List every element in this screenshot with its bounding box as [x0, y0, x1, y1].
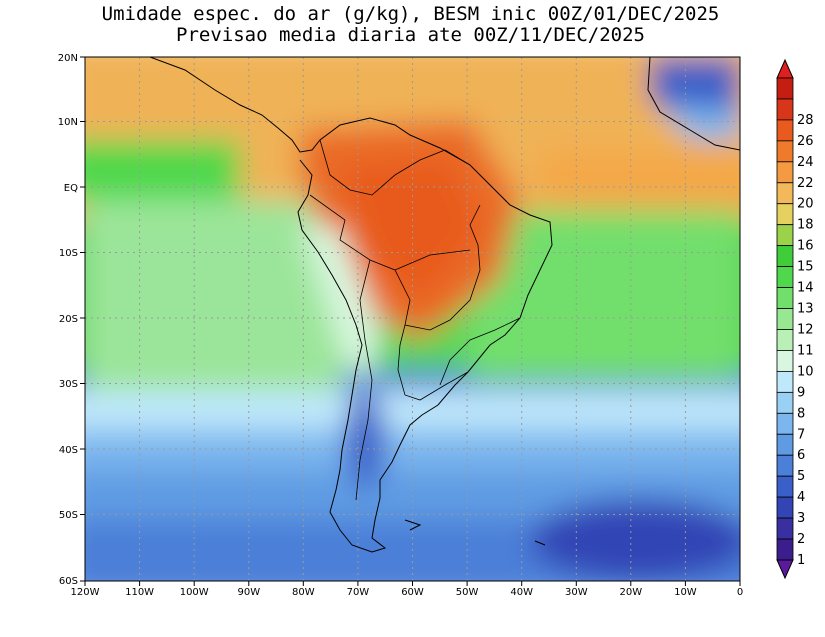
colorbar-swatch: [776, 287, 794, 309]
colorbar-swatch: [776, 433, 794, 456]
colorbar-label: 15: [797, 260, 814, 275]
colorbar-label: 28: [797, 113, 814, 128]
colorbar-label: 2: [797, 532, 805, 547]
colorbar-swatch: [776, 203, 794, 226]
colorbar-label: 10: [797, 364, 814, 379]
lat-label: 10S: [59, 248, 78, 259]
lon-label: 90W: [237, 587, 260, 598]
lon-label: 10W: [674, 587, 697, 598]
colorbar-label: 6: [797, 448, 805, 463]
colorbar-label: 20: [797, 197, 814, 212]
colorbar-swatch: [776, 98, 794, 121]
colorbar-swatch: [776, 454, 794, 477]
colorbar-label: 16: [797, 239, 814, 254]
lat-label: EQ: [64, 183, 78, 194]
lon-label: 120W: [71, 587, 100, 598]
longitude-labels: 120W 110W 100W 90W 80W 70W 60W 50W 40W 3…: [71, 587, 744, 598]
colorbar-label: 8: [797, 406, 805, 421]
lat-label: 20N: [58, 53, 78, 64]
lon-label: 30W: [565, 587, 588, 598]
colorbar-swatch: [776, 119, 794, 142]
colorbar-swatch: [776, 245, 794, 268]
colorbar-label: 5: [797, 469, 805, 484]
lon-label: 0: [737, 587, 743, 598]
colorbar-swatch: [776, 538, 794, 561]
colorbar-label: 26: [797, 134, 814, 149]
colorbar-label: 12: [797, 322, 814, 337]
lat-label: 40S: [59, 445, 78, 456]
lon-label: 70W: [347, 587, 370, 598]
colorbar-swatch: [776, 308, 794, 330]
grid-lines: [85, 57, 740, 581]
lon-label: 80W: [292, 587, 315, 598]
colorbar-label: 22: [797, 176, 814, 191]
lon-label: 110W: [125, 587, 154, 598]
colorbar-swatch: [776, 475, 794, 498]
colorbar-min-arrow: [776, 559, 794, 580]
colorbar-swatch: [776, 140, 794, 163]
colorbar-swatch: [776, 350, 794, 372]
lon-label: 40W: [510, 587, 533, 598]
lon-label: 20W: [619, 587, 642, 598]
colorbar-label: 14: [797, 281, 814, 296]
humidity-field: [85, 57, 740, 581]
colorbar-label: 9: [797, 385, 805, 400]
colorbar-label: 24: [797, 155, 814, 170]
lat-label: 20S: [59, 314, 78, 325]
colorbar-swatch: [776, 412, 794, 435]
colorbar-swatch: [776, 496, 794, 519]
colorbar-swatch: [776, 391, 794, 414]
colorbar-swatch: [776, 517, 794, 540]
colorbar-max-arrow: [776, 58, 794, 79]
colorbar-swatch: [776, 266, 794, 288]
latitude-labels: 20N 10N EQ 10S 20S 30S 40S 50S 60S: [58, 53, 78, 587]
map-title-line1: Umidade espec. do ar (g/kg), BESM inic 0…: [101, 3, 720, 25]
map-title-line2: Previsao media diaria ate 00Z/11/DEC/202…: [176, 24, 645, 46]
lat-label: 50S: [59, 510, 78, 521]
lon-label: 50W: [456, 587, 479, 598]
lon-label: 60W: [401, 587, 424, 598]
lon-label: 100W: [180, 587, 209, 598]
colorbar-swatch: [776, 370, 794, 393]
colorbar-label: 11: [797, 343, 814, 358]
lat-label: 10N: [58, 117, 78, 128]
colorbar-swatch: [776, 182, 794, 205]
colorbar-label: 13: [797, 302, 814, 317]
colorbar-label: 1: [797, 553, 805, 568]
country-borders: [309, 139, 521, 501]
colorbar-label: 4: [797, 490, 805, 505]
colorbar-swatch: [776, 329, 794, 351]
colorbar-swatch: [776, 224, 794, 247]
colorbar-label: 7: [797, 427, 805, 442]
colorbar-label: 18: [797, 218, 814, 233]
colorbar-swatch: [776, 161, 794, 184]
lat-label: 60S: [59, 576, 78, 587]
colorbar-label: 3: [797, 511, 805, 526]
colorbar-swatch: [776, 77, 794, 100]
lat-label: 30S: [59, 379, 78, 390]
coastlines: [149, 57, 740, 553]
axis-ticks: [80, 56, 741, 586]
